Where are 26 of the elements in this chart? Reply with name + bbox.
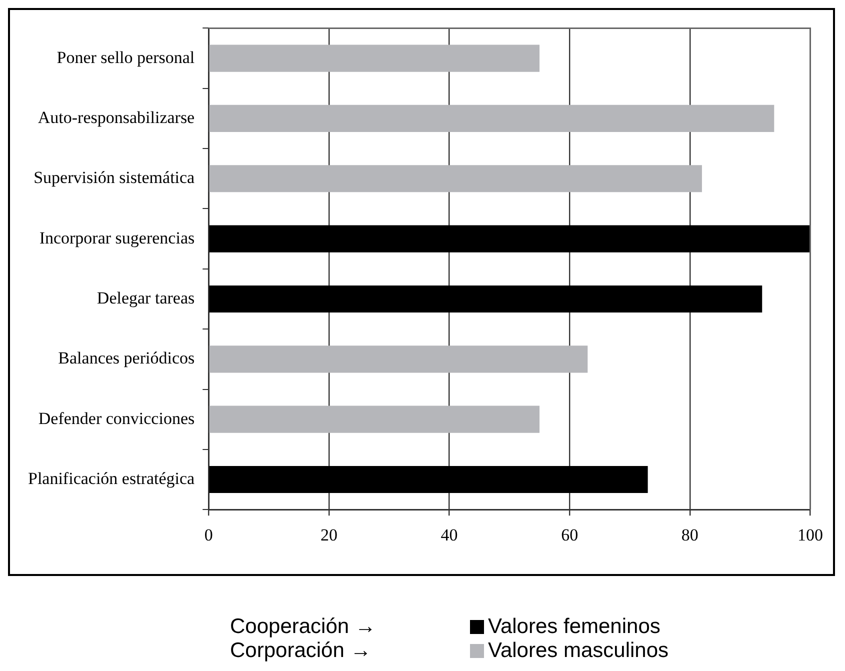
- y-tick-label: Supervisión sistemática: [34, 168, 196, 188]
- bar: [209, 225, 810, 252]
- bar: [209, 44, 540, 72]
- bar: [209, 104, 774, 132]
- legend-label: Valores masculinos: [488, 639, 669, 663]
- x-tick-label: 20: [320, 525, 338, 544]
- bar: [209, 466, 648, 494]
- y-tick-label: Defender convicciones: [38, 408, 195, 428]
- y-tick-label: Balances periódicos: [58, 348, 195, 368]
- y-tick-label: Planificación estratégica: [28, 468, 196, 488]
- bar: [209, 165, 702, 192]
- text: Cooperación →: [230, 615, 377, 639]
- x-tick-label: 60: [561, 525, 578, 544]
- bar: [209, 285, 762, 313]
- y-tick-label: Poner sello personal: [56, 48, 195, 67]
- x-tick-label: 0: [204, 525, 213, 544]
- y-tick-label: Incorporar sugerencias: [39, 228, 195, 248]
- x-tick-label: 40: [440, 525, 458, 544]
- x-tick-label: 80: [681, 525, 698, 544]
- x-tick-label: 100: [798, 525, 823, 544]
- y-tick-label: Delegar tareas: [96, 288, 195, 308]
- y-tick-label: Auto-responsabilizarse: [38, 108, 195, 127]
- legend-label: Valores femeninos: [488, 615, 660, 639]
- text: Corporación →: [230, 639, 372, 663]
- bar: [209, 406, 540, 433]
- bar: [209, 346, 588, 373]
